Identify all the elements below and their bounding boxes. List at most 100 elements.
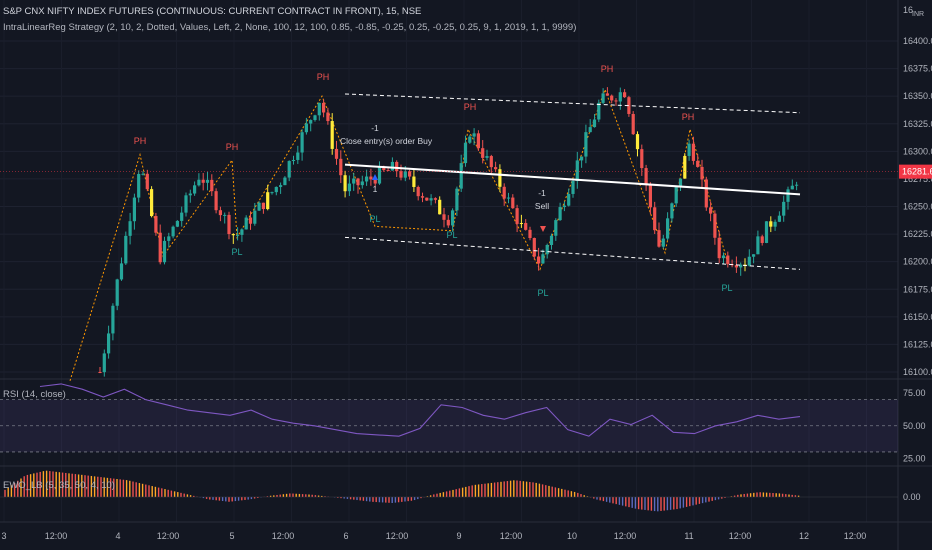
- rsi-band: [0, 399, 898, 452]
- candle: [515, 208, 519, 224]
- candle: [541, 254, 545, 264]
- candle: [476, 133, 480, 149]
- candle: [193, 185, 197, 194]
- candle: [420, 196, 425, 198]
- candle: [777, 215, 781, 222]
- candle: [175, 220, 179, 227]
- price-tick: 16175.00: [903, 284, 932, 294]
- candle: [528, 229, 532, 239]
- candle: [489, 156, 493, 168]
- regression-upper: [344, 93, 801, 114]
- candle: [214, 191, 218, 211]
- candle: [786, 189, 790, 202]
- candle: [334, 148, 339, 159]
- candle: [171, 226, 175, 237]
- rsi-label[interactable]: RSI (14, close): [3, 389, 66, 400]
- close-qty-label: -1: [371, 123, 379, 133]
- candle: [588, 127, 592, 133]
- candle: [704, 179, 708, 208]
- candle: [162, 240, 167, 263]
- candle: [188, 193, 192, 196]
- price-tick: 16400.00: [903, 36, 932, 46]
- time-tick: 11: [684, 531, 693, 541]
- ewo-pane: [0, 470, 898, 512]
- candle: [283, 177, 287, 186]
- price-tick: 16275.00: [903, 174, 932, 184]
- candle: [330, 121, 334, 149]
- candle: [769, 221, 773, 227]
- candle: [532, 238, 536, 257]
- candle: [266, 192, 270, 210]
- candle: [455, 188, 459, 211]
- candle: [502, 186, 506, 199]
- candle: [713, 213, 717, 238]
- candle: [197, 179, 201, 186]
- candle: [433, 198, 437, 200]
- candle: [244, 217, 248, 230]
- rsi-pane: [0, 383, 898, 453]
- candle: [562, 205, 566, 208]
- candle: [274, 186, 278, 193]
- candle: [373, 179, 377, 184]
- candle: [158, 232, 162, 263]
- rsi-tick: 50.00: [903, 421, 926, 431]
- price-tick: 16100.00: [903, 367, 932, 377]
- candle: [511, 197, 515, 209]
- symbol-title[interactable]: S&P CNX NIFTY INDEX FUTURES (CONTINUOUS:…: [3, 6, 422, 17]
- candle: [571, 181, 575, 194]
- candle: [640, 149, 644, 169]
- axes: 16INR16400.0016375.0016350.0016325.00163…: [0, 5, 932, 541]
- candle: [231, 234, 235, 236]
- price-tick: 16300.00: [903, 146, 932, 156]
- candle: [154, 216, 158, 233]
- candle: [670, 203, 674, 219]
- time-tick: 12:00: [500, 531, 523, 541]
- candle: [386, 170, 390, 172]
- candle: [734, 265, 738, 268]
- rsi-line: [39, 383, 801, 437]
- ph-label: PH: [601, 64, 614, 74]
- candle: [184, 195, 188, 213]
- candle: [119, 263, 124, 280]
- candle: [429, 198, 433, 201]
- time-tick: 4: [115, 531, 120, 541]
- candle: [494, 167, 498, 170]
- candle: [253, 210, 257, 224]
- candle: [248, 217, 253, 224]
- time-tick: 9: [456, 531, 461, 541]
- candle: [416, 186, 420, 197]
- candle: [395, 161, 399, 172]
- currency-label: INR: [912, 11, 924, 18]
- strategy-title[interactable]: IntraLinearReg Strategy (2, 10, 2, Dotte…: [3, 22, 577, 33]
- candle: [635, 134, 640, 150]
- candle: [317, 102, 321, 116]
- ewo-label[interactable]: EWO_LB (5, 35, 50, 4, 10): [3, 480, 115, 491]
- candle: [403, 171, 407, 178]
- buy-arrow: [372, 174, 378, 180]
- candle: [597, 102, 601, 120]
- candle: [674, 187, 678, 204]
- ph-label: PH: [226, 142, 239, 152]
- price-tick: 16200.00: [903, 257, 932, 267]
- candle: [390, 161, 394, 171]
- candle: [369, 176, 373, 180]
- candle: [691, 143, 695, 161]
- candle: [592, 119, 597, 128]
- candle: [567, 193, 571, 206]
- candle: [111, 305, 115, 334]
- candle: [425, 197, 429, 201]
- ph-label: PH: [134, 136, 147, 146]
- candle: [408, 171, 412, 177]
- candle: [180, 212, 184, 221]
- candle: [601, 93, 605, 103]
- candle: [605, 93, 609, 96]
- candle: [291, 159, 296, 162]
- candle: [446, 219, 450, 226]
- time-tick: 6: [343, 531, 348, 541]
- candle: [627, 97, 631, 114]
- time-tick: 12: [799, 531, 809, 541]
- time-tick: 12:00: [614, 531, 637, 541]
- candle: [614, 100, 618, 102]
